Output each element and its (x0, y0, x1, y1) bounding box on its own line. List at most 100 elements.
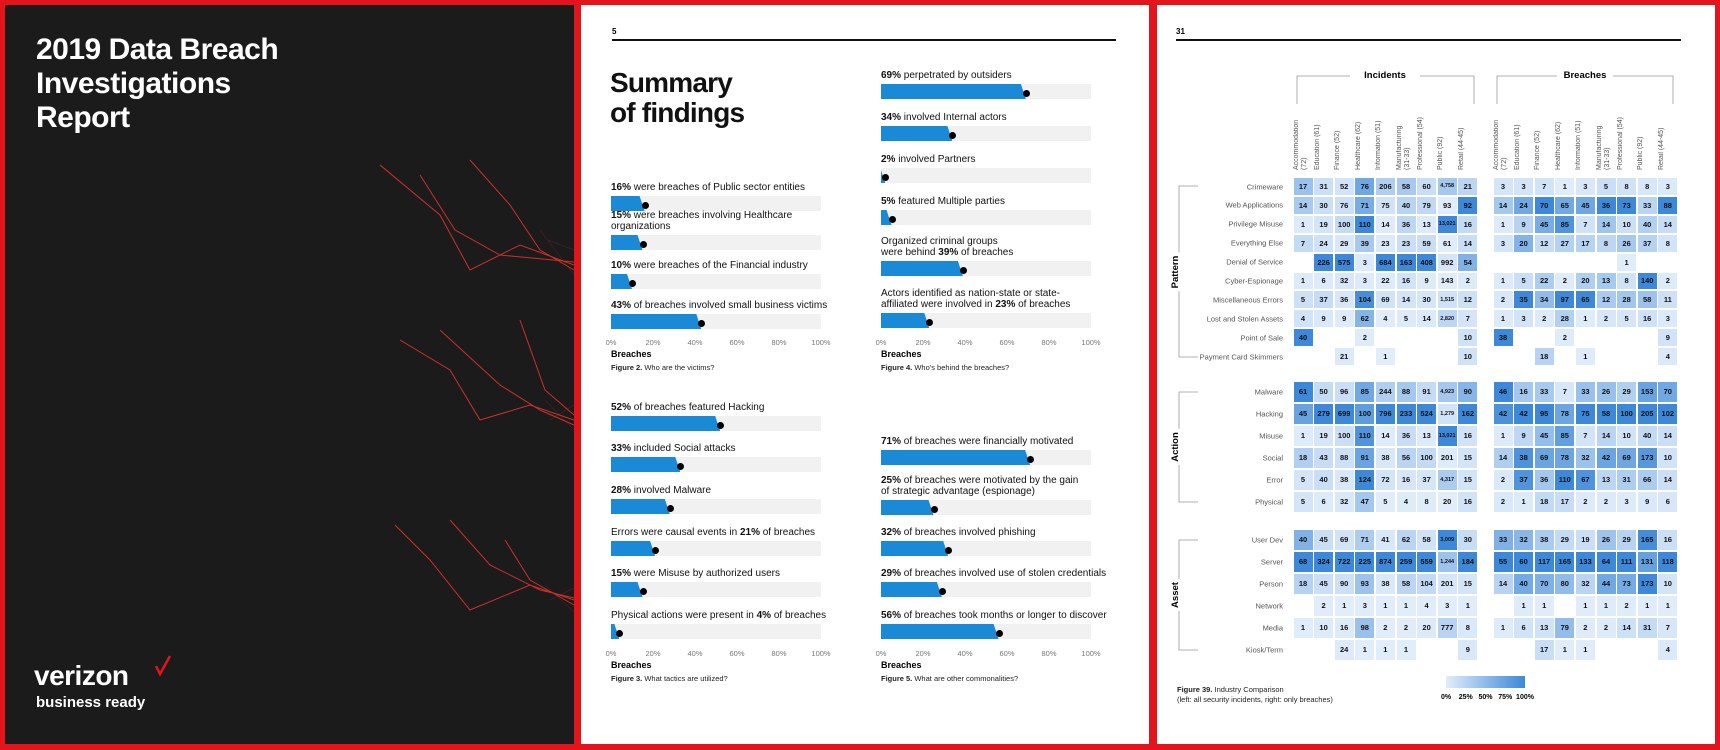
heatmap-cell: 16 (1637, 310, 1657, 328)
page-number: 5 (612, 27, 617, 36)
heatmap-cell: 40 (1396, 196, 1416, 214)
column-header: Professional (54) (1616, 117, 1624, 170)
heatmap-cell: 68 (1293, 551, 1313, 572)
heatmap-cell: 9 (1314, 310, 1334, 328)
heatmap-cell: 38 (1493, 329, 1513, 347)
bar-end-dot (930, 506, 938, 513)
label-text: were breaches of the Financial industry (631, 260, 808, 271)
heatmap-cell: 6 (1658, 491, 1678, 512)
heatmap-cell: 7 (1555, 381, 1575, 402)
bar-label: 52% of breaches featured Hacking (611, 402, 851, 413)
heatmap-cell: 100 (1334, 215, 1354, 233)
heatmap-cell: 62 (1355, 310, 1375, 328)
heatmap-cell: 20 (1575, 272, 1595, 290)
value-label: 29% (881, 568, 902, 579)
heatmap-cell: 61 (1437, 234, 1457, 252)
value-label: 56% (881, 610, 902, 621)
heatmap-cell: 1 (1493, 617, 1513, 638)
heatmap-cell: 1 (1575, 348, 1595, 366)
heatmap-cell: 3 (1493, 178, 1513, 195)
heatmap-cell: 1 (1396, 639, 1416, 660)
column-header: Information (51) (1575, 120, 1583, 170)
heatmap-cell: 14 (1493, 447, 1513, 468)
label-text: involved Malware (631, 485, 712, 496)
label-text: perpetrated by outsiders (901, 70, 1012, 81)
heatmap-cell: 97 (1555, 291, 1575, 309)
heatmap-cell: 14 (1596, 425, 1616, 446)
page-number: 31 (1176, 27, 1185, 36)
figure-caption: Figure 2. Who are the victims? (611, 363, 714, 372)
heatmap-cell: 1,279 (1437, 403, 1457, 424)
heatmap-cell: 90 (1334, 573, 1354, 594)
heatmap-cell: 8 (1658, 234, 1678, 252)
column-header: Education (61) (1513, 124, 1521, 170)
row-label: Misuse (1259, 431, 1283, 441)
heatmap-cell: 70 (1658, 381, 1678, 402)
heatmap-cell: 5 (1293, 469, 1313, 490)
bar-end-dot (639, 588, 647, 595)
bar-track (611, 541, 821, 556)
x-tick-label: 60% (999, 649, 1015, 658)
heatmap-cell: 14 (1493, 573, 1513, 594)
bar-label: Actors identified as nation-state or sta… (881, 288, 1121, 310)
heatmap-cell: 40 (1293, 329, 1313, 347)
heatmap-cell: 17 (1555, 491, 1575, 512)
column-header: Public (92) (1437, 136, 1445, 170)
heatmap-cell: 796 (1375, 403, 1395, 424)
axis-title: Breaches (881, 660, 922, 670)
heatmap-cell: 14 (1458, 234, 1478, 252)
heatmap-cell: 36 (1396, 425, 1416, 446)
bar-end-dot (938, 588, 946, 595)
heatmap-cell: 2 (1575, 491, 1595, 512)
heatmap-cell: 42 (1493, 403, 1513, 424)
heatmap-cell: 23 (1396, 234, 1416, 252)
heatmap-cell: 43 (1314, 447, 1334, 468)
heatmap-cell: 14 (1658, 215, 1678, 233)
heatmap-cell: 1 (1293, 272, 1313, 290)
x-tick-label: 20% (645, 649, 661, 658)
bar-track (881, 168, 1091, 183)
label-text: included Social attacks (631, 443, 736, 454)
heatmap-cell: 153 (1637, 381, 1657, 402)
heatmap-cell: 3 (1514, 178, 1534, 195)
bar-label: 15% were breaches involving Healthcare o… (611, 210, 851, 232)
heatmap-cell: 4 (1658, 639, 1678, 660)
heatmap-cell: 17 (1575, 234, 1595, 252)
heatmap-cell: 38 (1514, 447, 1534, 468)
heatmap-cell: 2 (1596, 491, 1616, 512)
heatmap-cell: 41 (1375, 529, 1395, 550)
heatmap-cell: 18 (1534, 491, 1554, 512)
heatmap-cell: 4 (1417, 595, 1437, 616)
heatmap-cell: 9 (1458, 639, 1478, 660)
heatmap-cell: 3 (1617, 491, 1637, 512)
caption-text: What are other commonalities? (912, 674, 1019, 683)
heatmap-cell: 80 (1555, 573, 1575, 594)
heatmap-cell: 2 (1575, 617, 1595, 638)
heatmap-cell: 58 (1637, 291, 1657, 309)
heatmap-cell: 4,923 (1437, 381, 1457, 402)
heatmap-cell: 9 (1637, 491, 1657, 512)
heatmap-cell: 699 (1334, 403, 1354, 424)
heatmap-cell: 5 (1514, 272, 1534, 290)
heatmap-cell: 13 (1534, 617, 1554, 638)
heatmap-cell: 14 (1493, 196, 1513, 214)
heatmap-cell: 1,244 (1437, 551, 1457, 572)
heatmap-cell: 73 (1617, 573, 1637, 594)
bar (881, 313, 929, 328)
heatmap-cell: 16 (1396, 272, 1416, 290)
heatmap-cell: 71 (1355, 196, 1375, 214)
heatmap-cell: 14 (1417, 310, 1437, 328)
column-header: Professional (54) (1416, 117, 1424, 170)
heatmap-cell: 2 (1396, 617, 1416, 638)
row-label: Crimeware (1246, 182, 1283, 191)
heatmap-cell: 85 (1555, 425, 1575, 446)
heatmap-cell: 46 (1493, 381, 1513, 402)
heatmap-cell: 75 (1575, 403, 1595, 424)
heatmap-cell: 29 (1617, 529, 1637, 550)
heatmap-cell: 117 (1534, 551, 1554, 572)
heatmap-cell: 559 (1417, 551, 1437, 572)
value-label: 4% (756, 610, 772, 621)
heatmap-cell: 684 (1375, 253, 1395, 271)
heatmap-cell: 16 (1458, 215, 1478, 233)
heatmap-cell: 13 (1596, 469, 1616, 490)
